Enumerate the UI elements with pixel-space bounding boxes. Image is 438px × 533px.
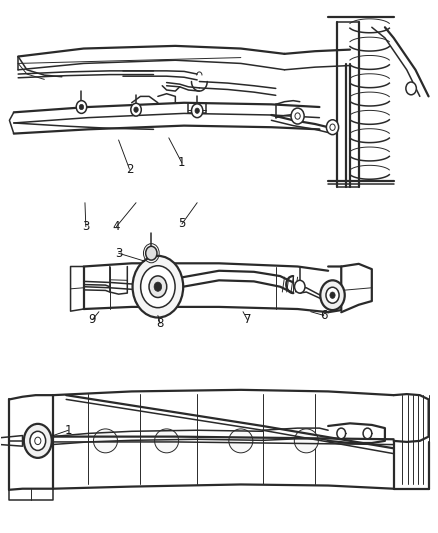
Circle shape: [134, 107, 138, 112]
Text: 2: 2: [126, 163, 133, 176]
Circle shape: [191, 104, 203, 118]
Circle shape: [320, 280, 345, 310]
Circle shape: [133, 256, 183, 318]
Circle shape: [326, 287, 339, 303]
Ellipse shape: [93, 429, 117, 453]
Text: 9: 9: [88, 313, 96, 326]
Circle shape: [131, 103, 141, 116]
Circle shape: [149, 276, 167, 297]
Circle shape: [146, 246, 157, 260]
Text: 5: 5: [178, 217, 186, 230]
Text: 3: 3: [82, 220, 89, 233]
Circle shape: [154, 282, 162, 292]
Circle shape: [141, 266, 175, 308]
Circle shape: [79, 104, 84, 110]
Circle shape: [363, 428, 372, 439]
Circle shape: [291, 108, 304, 124]
Circle shape: [337, 428, 346, 439]
Ellipse shape: [229, 429, 253, 453]
Text: 1: 1: [65, 424, 72, 437]
Ellipse shape: [155, 429, 179, 453]
Circle shape: [24, 424, 52, 458]
Circle shape: [330, 292, 335, 298]
Circle shape: [30, 431, 46, 450]
Circle shape: [326, 120, 339, 135]
Text: 8: 8: [156, 317, 164, 330]
Circle shape: [76, 101, 87, 114]
Text: 6: 6: [320, 309, 328, 322]
Circle shape: [195, 108, 199, 114]
Text: 4: 4: [113, 220, 120, 233]
Ellipse shape: [294, 429, 318, 453]
Circle shape: [294, 280, 305, 293]
Text: 7: 7: [244, 313, 251, 326]
Text: 3: 3: [115, 247, 122, 260]
Circle shape: [406, 82, 417, 95]
Text: 1: 1: [178, 156, 186, 169]
